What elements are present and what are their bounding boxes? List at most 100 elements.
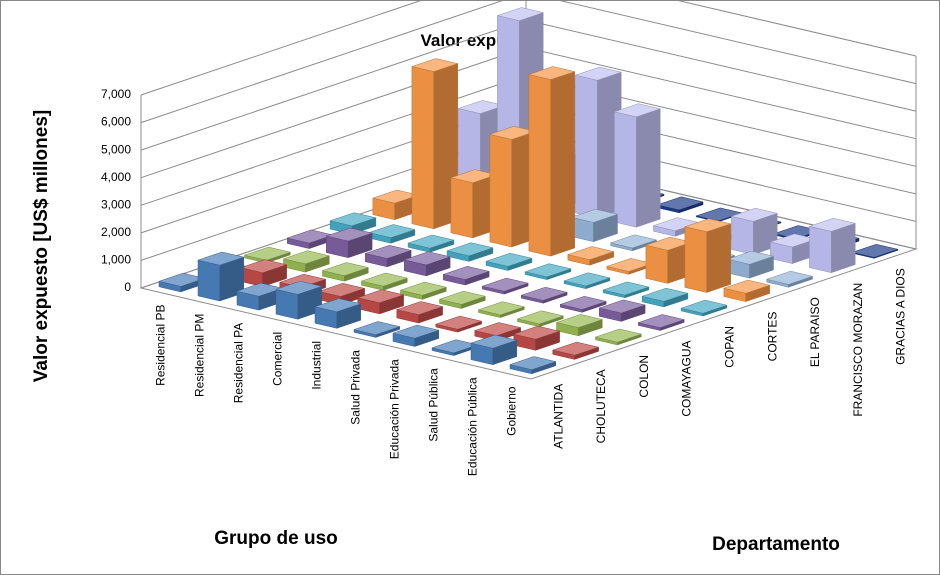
bar-top <box>637 314 686 328</box>
y-tick-label: 0 <box>124 280 131 294</box>
y-tick-label: 5,000 <box>101 142 131 156</box>
bar-top <box>496 7 545 21</box>
bar <box>239 259 288 287</box>
bar <box>559 296 608 313</box>
bar <box>524 263 572 280</box>
bar-top <box>765 270 814 285</box>
series-label: ATLANTIDA <box>551 384 565 449</box>
bar <box>314 298 362 329</box>
bar-top <box>730 207 779 222</box>
y-tick-label: 6,000 <box>101 115 131 129</box>
y-tick-label: 4,000 <box>101 170 131 184</box>
bar <box>438 290 487 309</box>
bar-top <box>680 299 728 314</box>
bar-top <box>520 286 569 301</box>
bar-top <box>722 279 771 294</box>
bar-top <box>516 310 565 325</box>
x-tick-label: Salud Privada <box>349 350 363 425</box>
bar-top <box>566 246 615 260</box>
bar-top <box>353 321 401 335</box>
bar <box>851 244 899 259</box>
bar <box>566 246 615 266</box>
series-label: CHOLUTECA <box>594 369 608 443</box>
x-tick-label: Educación Pública <box>466 377 480 476</box>
bar-top <box>609 234 658 249</box>
bar-top <box>321 262 370 276</box>
bar-top <box>524 263 572 278</box>
bar <box>637 314 686 331</box>
bar-front <box>575 74 598 219</box>
bar <box>594 328 643 346</box>
bar <box>399 281 448 300</box>
bar-top <box>399 281 448 296</box>
x-tick-label: Gobierno <box>505 386 519 436</box>
bar-top <box>325 227 374 242</box>
bar <box>730 207 779 255</box>
bar-front <box>645 244 668 284</box>
bar-front <box>528 74 551 257</box>
bar-front <box>614 111 637 228</box>
bar-top <box>438 290 487 305</box>
bar-top <box>570 208 619 223</box>
bar <box>407 234 455 253</box>
bar-top <box>559 296 608 310</box>
series-label: CORTES <box>765 312 779 362</box>
y-tick-label: 1,000 <box>101 253 131 267</box>
bar-top <box>470 334 518 349</box>
bar <box>680 299 728 317</box>
bar-side <box>636 108 661 228</box>
bar <box>641 287 689 308</box>
bar <box>570 208 619 243</box>
bar <box>520 286 569 304</box>
bar-front <box>684 226 707 293</box>
bar-top <box>594 328 643 343</box>
bar <box>481 277 530 295</box>
bar-top <box>392 324 440 339</box>
bar-top <box>442 266 491 280</box>
bar <box>602 281 650 299</box>
bar <box>563 272 611 290</box>
bar-top <box>360 272 409 287</box>
bar-top <box>555 314 604 328</box>
bar-top <box>446 242 494 257</box>
bar-top <box>563 272 611 287</box>
bar-side <box>831 222 856 274</box>
bar-top <box>641 287 689 302</box>
x-tick-label: Residencial PM <box>193 314 207 397</box>
bar-front <box>450 177 473 239</box>
bar <box>392 324 440 347</box>
bar <box>353 321 401 338</box>
bar-top <box>407 234 455 249</box>
bar <box>197 251 245 302</box>
bar <box>403 251 452 277</box>
series-label: EL PARAISO <box>808 297 822 367</box>
bar <box>282 250 331 273</box>
bar-top <box>683 218 732 233</box>
bar-top <box>481 277 530 292</box>
bar <box>516 310 565 328</box>
series-axis-title: Departamento <box>712 534 840 555</box>
bar-top <box>598 299 647 314</box>
bar-top <box>851 244 899 258</box>
category-axis-title: Grupo de uso <box>214 528 338 549</box>
bar-top <box>403 251 452 266</box>
bar-top <box>243 246 292 261</box>
x-tick-label: Comercial <box>271 332 285 386</box>
y-tick-label: 3,000 <box>101 197 131 211</box>
bar-top <box>574 66 623 81</box>
bar <box>485 252 533 271</box>
bar-top <box>509 356 557 370</box>
bar-top <box>512 325 561 340</box>
bar <box>364 245 413 268</box>
bar <box>470 334 518 366</box>
bar-top <box>410 58 459 72</box>
series-label: COMAYAGUA <box>680 340 694 416</box>
bar-front <box>731 215 754 255</box>
y-tick-label: 2,000 <box>101 225 131 239</box>
bar-top <box>364 245 413 259</box>
bar-side <box>550 71 575 257</box>
y-axis-title: Valor expuesto [US$ millones] <box>31 110 52 382</box>
bar-top <box>473 322 522 336</box>
bar-top <box>356 289 405 304</box>
